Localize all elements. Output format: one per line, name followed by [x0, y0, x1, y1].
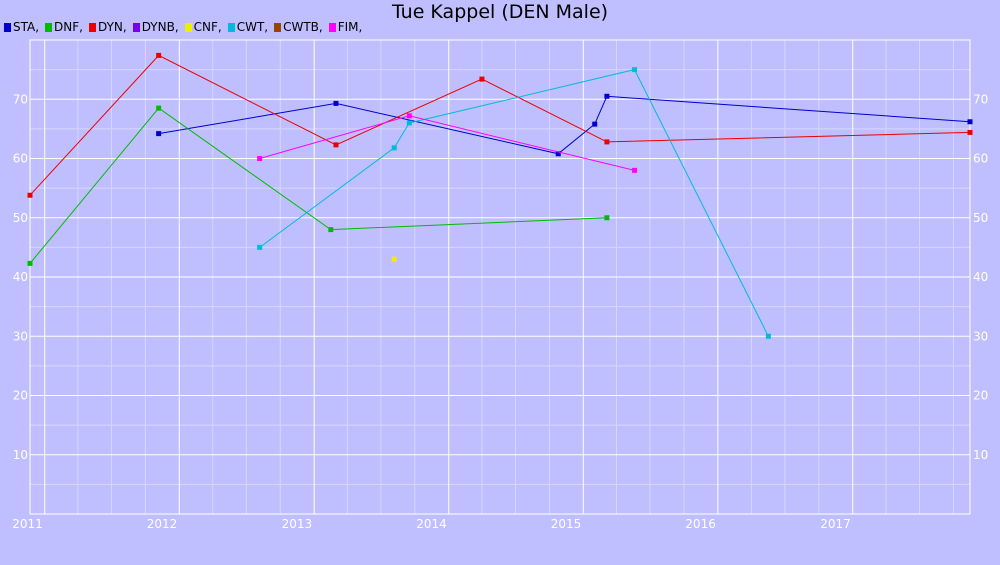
legend-label: CNF, [193, 20, 222, 34]
y-tick-label-right: 70 [973, 92, 988, 106]
x-tick-label: 2015 [551, 517, 582, 531]
legend-label: DNF, [54, 20, 83, 34]
y-tick-label-left: 40 [13, 270, 28, 284]
data-point-cwt [632, 67, 638, 73]
x-tick-label: 2011 [12, 517, 43, 531]
legend-item-fim: FIM, [328, 20, 363, 34]
data-point-dyn [479, 76, 485, 82]
data-point-sta [156, 131, 162, 137]
legend-item-cwtb: CWTB, [274, 20, 323, 34]
x-tick-label: 2016 [685, 517, 716, 531]
legend-swatch [184, 22, 192, 32]
y-tick-label-left: 20 [13, 389, 28, 403]
data-point-fim [632, 167, 638, 173]
data-point-dnf [604, 215, 610, 221]
y-tick-label-right: 10 [973, 448, 988, 462]
y-tick-label-left: 60 [13, 152, 28, 166]
series-line-dyn [29, 54, 971, 196]
legend-item-sta: STA, [4, 20, 39, 34]
legend-swatch [4, 22, 11, 32]
data-point-sta [333, 100, 339, 106]
legend-label: FIM, [337, 20, 363, 34]
y-tick-label-right: 20 [973, 389, 988, 403]
data-point-cwt [391, 145, 397, 151]
legend-swatch [88, 22, 96, 32]
legend-label: CWTB, [283, 20, 323, 34]
y-tick-label-right: 50 [973, 211, 988, 225]
legend-label: STA, [13, 20, 40, 34]
legend-swatch [45, 22, 53, 32]
legend-label: CWT, [236, 20, 269, 34]
data-point-sta [555, 151, 561, 157]
data-point-dyn [604, 139, 610, 145]
legend-item-dynb: DYNB, [132, 20, 179, 34]
y-tick-label-right: 40 [973, 270, 988, 284]
x-tick-label: 2013 [282, 517, 313, 531]
legend-label: DYN, [97, 20, 127, 34]
y-tick-label-right: 60 [973, 152, 988, 166]
y-tick-label-left: 50 [13, 211, 28, 225]
data-point-dnf [27, 260, 33, 266]
data-point-dyn [333, 142, 339, 148]
legend-item-cnf: CNF, [184, 20, 222, 34]
legend-swatch [227, 22, 235, 32]
data-point-cwt [406, 120, 412, 126]
data-point-dyn [27, 192, 33, 198]
legend: STA, DNF, DYN, DYNB, CNF, CWT, CWTB, FIM, [4, 20, 368, 34]
data-point-sta [604, 93, 610, 99]
y-tick-label-left: 30 [13, 329, 28, 343]
x-tick-label: 2014 [416, 517, 447, 531]
data-point-dnf [328, 227, 334, 233]
legend-swatch [328, 22, 336, 32]
data-point-cwt [765, 333, 771, 339]
data-point-fim [257, 156, 263, 161]
data-point-fim [406, 113, 412, 119]
y-tick-label-left: 70 [13, 92, 28, 106]
series-line-cwt [259, 69, 769, 337]
legend-swatch [274, 22, 282, 32]
series-line-sta [158, 95, 971, 155]
legend-item-dyn: DYN, [88, 20, 127, 34]
x-tick-label: 2017 [820, 517, 851, 531]
series-line-dnf [29, 107, 607, 264]
data-point-dnf [156, 105, 162, 111]
x-tick-label: 2012 [147, 517, 178, 531]
data-point-dyn [156, 52, 162, 58]
data-point-sta [967, 119, 973, 125]
legend-item-cwt: CWT, [227, 20, 269, 34]
legend-swatch [132, 22, 140, 32]
plot-frame [29, 39, 971, 515]
data-point-sta [592, 121, 598, 127]
data-point-cwt [257, 244, 263, 250]
y-tick-label-left: 10 [13, 448, 28, 462]
data-point-cnf [391, 256, 397, 262]
data-point-dyn [967, 129, 973, 135]
chart-title: Tue Kappel (DEN Male) [391, 1, 609, 23]
y-tick-label-right: 30 [973, 329, 988, 343]
legend-label: DYNB, [141, 20, 179, 34]
legend-item-dnf: DNF, [45, 20, 83, 34]
series-line-fim [259, 115, 635, 171]
